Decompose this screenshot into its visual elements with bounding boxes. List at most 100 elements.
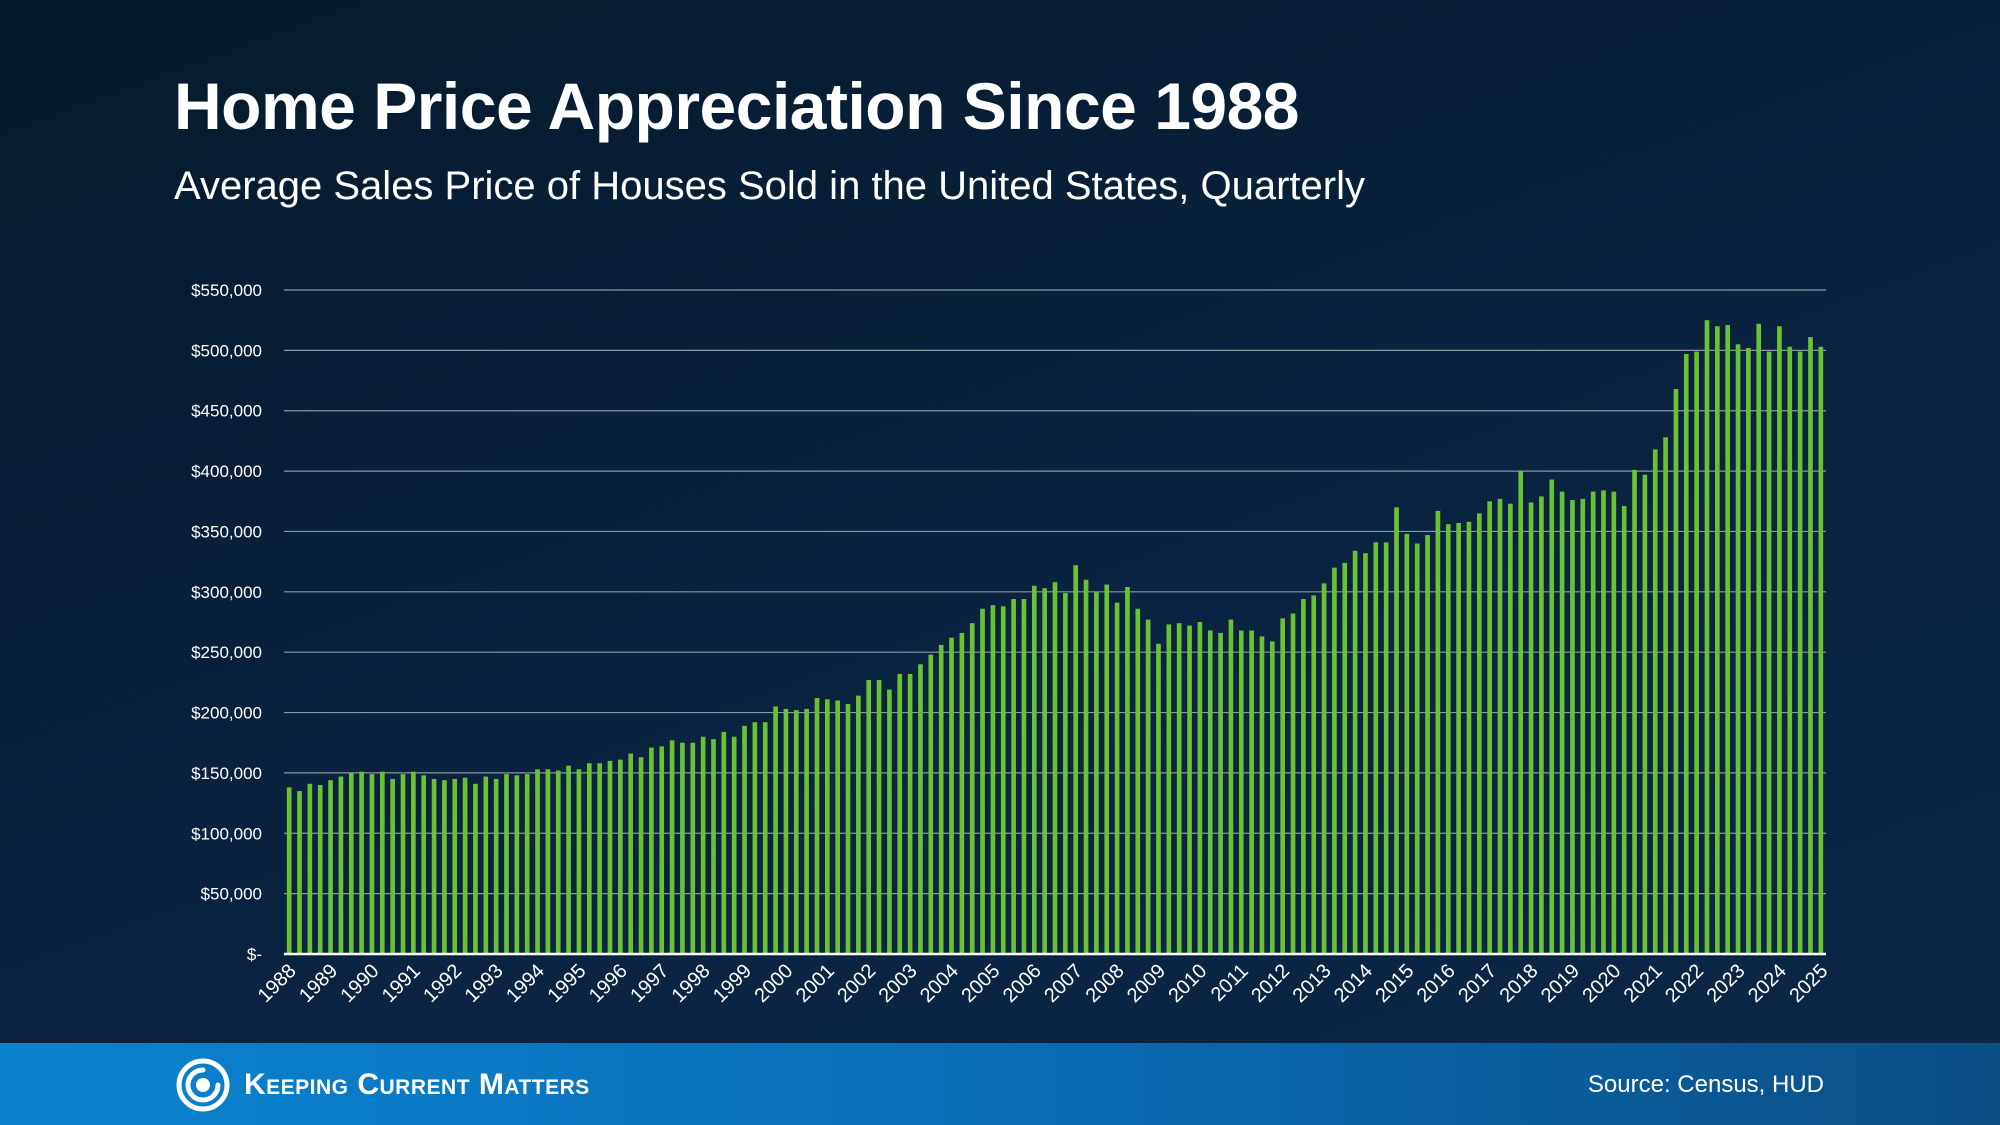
bar xyxy=(1456,523,1461,954)
x-tick-label: 2024 xyxy=(1744,960,1791,1007)
bar xyxy=(1404,533,1410,954)
bar xyxy=(1808,337,1813,955)
x-tick-label: 1998 xyxy=(668,960,715,1007)
bar xyxy=(1166,624,1172,954)
bar xyxy=(452,778,458,954)
bar xyxy=(773,706,778,954)
x-tick-label: 1994 xyxy=(502,960,549,1007)
x-tick-label: 2006 xyxy=(999,960,1046,1007)
x-tick-label: 1992 xyxy=(419,960,466,1007)
bar xyxy=(1021,599,1027,954)
bar xyxy=(1094,591,1099,954)
bar xyxy=(1756,323,1762,954)
x-tick-label: 2000 xyxy=(750,960,797,1007)
x-tick-label: 2011 xyxy=(1207,960,1253,1006)
y-tick-label: $- xyxy=(247,945,262,964)
bar xyxy=(856,695,861,954)
bar xyxy=(1301,599,1306,954)
bar xyxy=(555,770,561,954)
bar xyxy=(1270,641,1275,954)
bar xyxy=(938,644,944,954)
x-tick-label: 2016 xyxy=(1413,960,1460,1007)
bar xyxy=(1818,346,1824,954)
bar xyxy=(493,778,499,954)
bar xyxy=(390,778,395,954)
bar xyxy=(824,699,830,954)
bar xyxy=(835,700,840,954)
bar xyxy=(328,780,333,954)
bar xyxy=(1570,500,1575,954)
page-title: Home Price Appreciation Since 1988 xyxy=(174,69,1300,143)
bar xyxy=(1259,636,1265,954)
bar xyxy=(535,769,540,954)
bar xyxy=(649,747,654,954)
bar xyxy=(1621,506,1627,954)
x-tick-label: 1989 xyxy=(295,960,342,1007)
x-tick-label: 2023 xyxy=(1703,960,1750,1007)
y-tick-label: $250,000 xyxy=(191,643,262,662)
bar xyxy=(586,763,592,954)
bar xyxy=(483,776,489,954)
bar xyxy=(897,673,903,954)
bar xyxy=(379,771,385,954)
x-tick-label: 2007 xyxy=(1040,960,1087,1007)
bar xyxy=(400,774,406,954)
bar xyxy=(907,673,913,954)
page-subtitle: Average Sales Price of Houses Sold in th… xyxy=(174,164,1365,208)
x-tick-label: 1996 xyxy=(585,960,632,1007)
bar xyxy=(721,731,727,954)
bar xyxy=(731,736,737,954)
bar xyxy=(1373,542,1379,954)
bar xyxy=(297,791,302,954)
bar xyxy=(1238,630,1244,954)
bar xyxy=(1249,630,1254,954)
bar xyxy=(1000,606,1006,954)
bar xyxy=(969,623,975,954)
bar xyxy=(752,722,758,954)
bar xyxy=(338,776,344,954)
bar xyxy=(1125,586,1130,954)
bar xyxy=(1642,474,1648,954)
bar xyxy=(1332,567,1337,954)
bar xyxy=(1487,501,1492,954)
bar xyxy=(348,772,354,954)
bar xyxy=(1218,632,1223,954)
bar xyxy=(286,787,292,954)
bar xyxy=(628,753,634,954)
bar xyxy=(1735,344,1741,954)
x-tick-label: 2012 xyxy=(1247,960,1294,1007)
y-tick-label: $550,000 xyxy=(191,281,262,300)
x-tick-label: 2019 xyxy=(1537,960,1584,1007)
bar xyxy=(1601,490,1606,954)
bar xyxy=(1425,535,1430,954)
bar xyxy=(1011,599,1016,954)
bar xyxy=(1559,491,1565,954)
bar xyxy=(514,775,520,954)
bar xyxy=(1435,510,1441,954)
x-tick-label: 1990 xyxy=(336,960,383,1007)
bar xyxy=(1187,625,1192,954)
bar xyxy=(1073,565,1079,954)
bar xyxy=(1052,582,1058,954)
bar xyxy=(1652,449,1658,954)
x-tick-label: 2018 xyxy=(1496,960,1543,1007)
bar xyxy=(1321,583,1327,954)
x-tick-label: 1995 xyxy=(543,960,590,1007)
bar xyxy=(866,679,872,954)
bar xyxy=(1135,608,1141,954)
bar xyxy=(1414,543,1420,954)
bar xyxy=(1280,618,1286,954)
brand-logo: Keeping Current Matters xyxy=(176,1058,590,1112)
bar xyxy=(1207,630,1213,954)
bar xyxy=(928,654,934,954)
bar xyxy=(680,742,685,954)
bar xyxy=(504,774,509,954)
bar xyxy=(783,708,789,954)
x-tick-label: 2008 xyxy=(1082,960,1129,1007)
bar xyxy=(669,740,675,954)
x-tick-label: 2002 xyxy=(833,960,880,1007)
bar xyxy=(1445,524,1451,954)
bar xyxy=(1383,542,1389,954)
bar xyxy=(1704,320,1710,954)
bar xyxy=(307,783,313,954)
